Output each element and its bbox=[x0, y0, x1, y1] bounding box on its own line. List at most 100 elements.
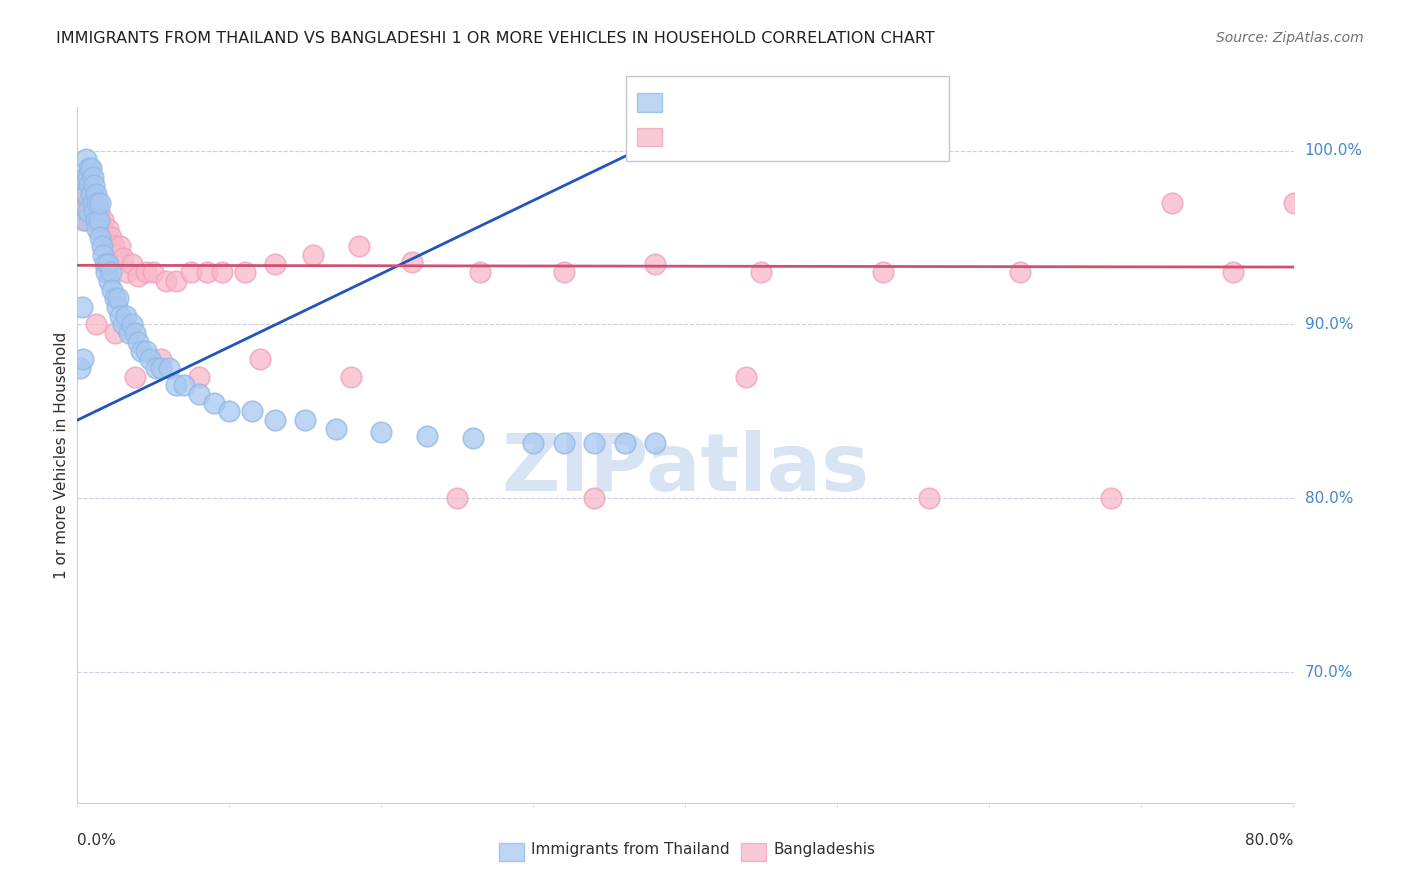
Point bbox=[77, 169, 100, 184]
Point bbox=[1008, 265, 1031, 279]
Text: 80.0%: 80.0% bbox=[1246, 833, 1294, 848]
Point bbox=[218, 404, 240, 418]
Text: IMMIGRANTS FROM THAILAND VS BANGLADESHI 1 OR MORE VEHICLES IN HOUSEHOLD CORRELAT: IMMIGRANTS FROM THAILAND VS BANGLADESHI … bbox=[56, 31, 935, 46]
Point bbox=[96, 265, 118, 279]
Point bbox=[108, 309, 131, 323]
Point bbox=[73, 213, 96, 227]
Text: R =: R = bbox=[671, 121, 702, 139]
Text: 0.322: 0.322 bbox=[731, 87, 779, 104]
Point bbox=[70, 300, 93, 314]
Point bbox=[72, 213, 94, 227]
Point bbox=[416, 429, 439, 443]
Point bbox=[77, 195, 100, 210]
Point bbox=[84, 213, 107, 227]
Point bbox=[180, 265, 202, 279]
Point bbox=[195, 265, 218, 279]
Point bbox=[401, 255, 423, 269]
Point bbox=[80, 187, 103, 202]
Point bbox=[90, 222, 112, 236]
Point bbox=[84, 187, 107, 202]
Text: 100.0%: 100.0% bbox=[1305, 143, 1362, 158]
Point bbox=[72, 352, 94, 367]
Text: Bangladeshis: Bangladeshis bbox=[773, 842, 876, 856]
Point bbox=[129, 343, 152, 358]
Text: 0.0%: 0.0% bbox=[77, 833, 117, 848]
Text: Source: ZipAtlas.com: Source: ZipAtlas.com bbox=[1216, 31, 1364, 45]
Point bbox=[98, 274, 121, 288]
Point bbox=[264, 413, 287, 427]
Y-axis label: 1 or more Vehicles in Household: 1 or more Vehicles in Household bbox=[53, 331, 69, 579]
Point bbox=[79, 178, 101, 193]
Point bbox=[644, 435, 666, 450]
Point bbox=[75, 152, 97, 166]
Point bbox=[751, 265, 773, 279]
Point bbox=[121, 318, 143, 332]
Point bbox=[735, 369, 758, 384]
Point bbox=[522, 435, 544, 450]
Point bbox=[108, 239, 131, 253]
Point bbox=[1282, 195, 1305, 210]
Point bbox=[69, 360, 91, 375]
Point bbox=[104, 326, 127, 340]
Point bbox=[233, 265, 256, 279]
Point bbox=[84, 213, 107, 227]
Point bbox=[80, 161, 103, 175]
Point bbox=[97, 222, 120, 236]
Point bbox=[82, 195, 104, 210]
Point bbox=[240, 404, 263, 418]
Point bbox=[93, 230, 115, 244]
Point bbox=[135, 343, 157, 358]
Point bbox=[127, 334, 149, 349]
Point bbox=[149, 352, 172, 367]
Point bbox=[77, 204, 100, 219]
Point bbox=[302, 248, 325, 262]
Point bbox=[118, 326, 141, 340]
Point bbox=[188, 387, 211, 401]
Point bbox=[111, 252, 134, 266]
Point bbox=[370, 425, 392, 440]
Point bbox=[73, 187, 96, 202]
Point bbox=[100, 265, 122, 279]
Point bbox=[117, 265, 139, 279]
Text: 70.0%: 70.0% bbox=[1305, 665, 1353, 680]
Point bbox=[111, 318, 134, 332]
Point bbox=[211, 265, 233, 279]
Point bbox=[124, 369, 146, 384]
Point bbox=[325, 422, 347, 436]
Point bbox=[83, 204, 105, 219]
Text: Immigrants from Thailand: Immigrants from Thailand bbox=[531, 842, 730, 856]
Point bbox=[121, 256, 143, 270]
Point bbox=[87, 213, 110, 227]
Point bbox=[69, 195, 91, 210]
Point bbox=[347, 239, 370, 253]
Point bbox=[86, 222, 108, 236]
Point bbox=[90, 239, 112, 253]
Text: N = 62: N = 62 bbox=[801, 121, 859, 139]
Point bbox=[103, 239, 125, 253]
Point bbox=[157, 360, 180, 375]
Point bbox=[70, 204, 93, 219]
Point bbox=[461, 431, 484, 445]
Point bbox=[1161, 195, 1184, 210]
Point bbox=[75, 187, 97, 202]
Point bbox=[86, 195, 108, 210]
Point bbox=[165, 274, 187, 288]
Point bbox=[82, 213, 104, 227]
Point bbox=[872, 265, 894, 279]
Point bbox=[84, 318, 107, 332]
Point bbox=[104, 291, 127, 305]
Point bbox=[918, 491, 941, 506]
Point bbox=[80, 204, 103, 219]
Point bbox=[124, 326, 146, 340]
Point bbox=[87, 204, 110, 219]
Point bbox=[145, 360, 167, 375]
Point bbox=[135, 265, 157, 279]
Point bbox=[613, 435, 636, 450]
Text: N = 65: N = 65 bbox=[801, 87, 859, 104]
Point bbox=[83, 204, 105, 219]
Point bbox=[105, 300, 128, 314]
Point bbox=[89, 213, 111, 227]
Point bbox=[553, 265, 575, 279]
Point bbox=[83, 178, 105, 193]
Point bbox=[73, 178, 96, 193]
